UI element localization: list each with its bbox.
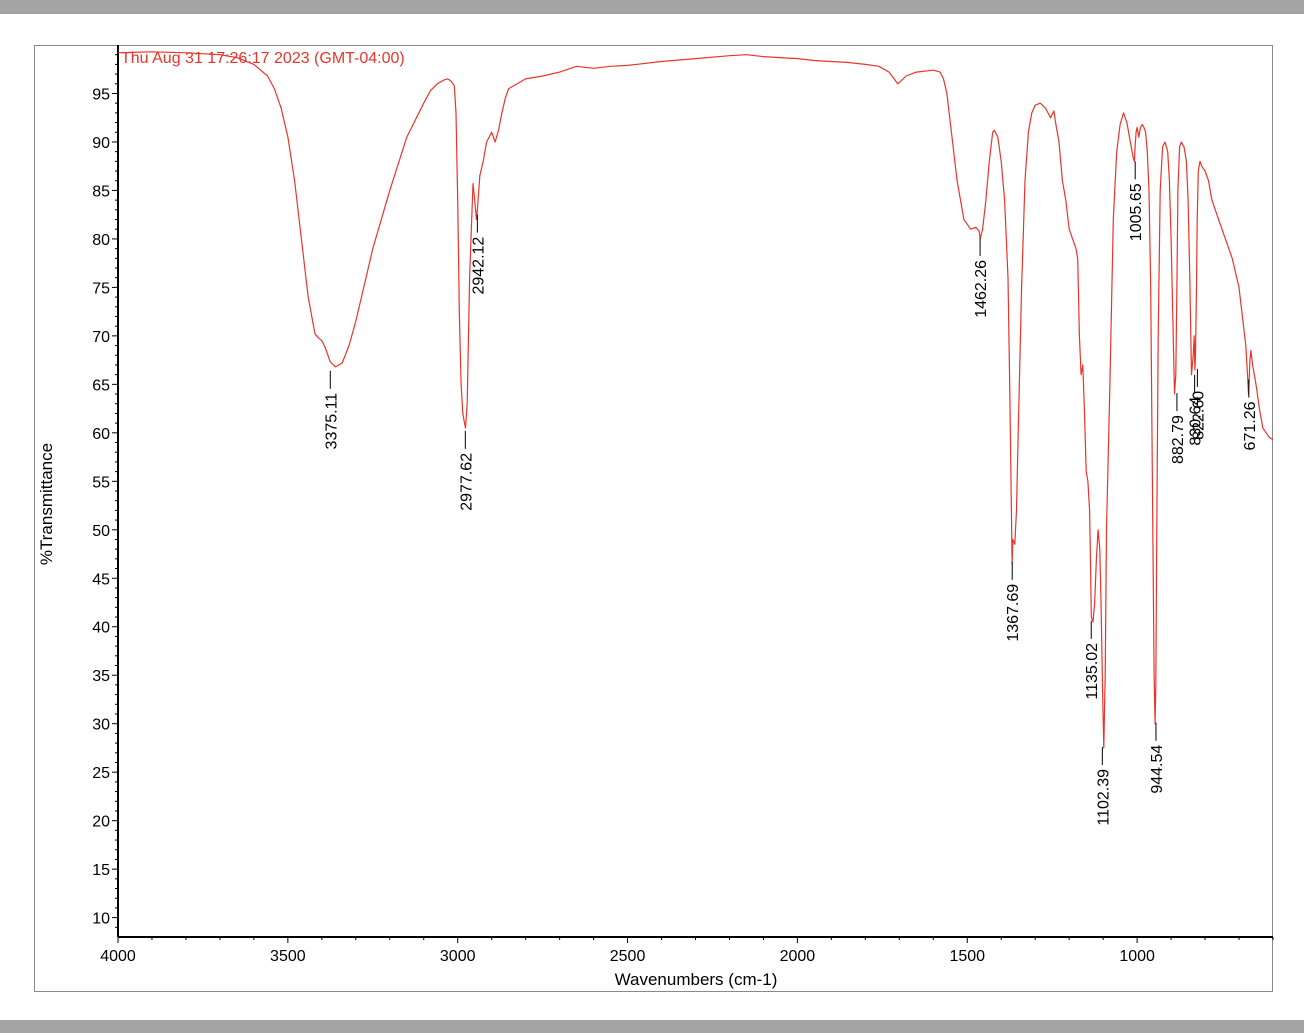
x-tick-label: 3500 [270, 948, 306, 965]
y-tick-label: 80 [92, 232, 110, 249]
y-tick-label: 10 [92, 911, 110, 928]
peak-label: 1462.26 [973, 260, 990, 318]
y-tick-label: 40 [92, 620, 110, 637]
y-tick-label: 65 [92, 377, 110, 394]
peak-label: 1005.65 [1128, 183, 1145, 241]
peak-label: 671.26 [1242, 401, 1259, 450]
y-tick-label: 85 [92, 183, 110, 200]
peak-label: 944.54 [1149, 745, 1166, 794]
x-tick-label: 4000 [100, 948, 136, 965]
x-axis-title: Wavenumbers (cm-1) [615, 970, 778, 989]
y-tick-label: 60 [92, 426, 110, 443]
y-tick-label: 55 [92, 474, 110, 491]
y-tick-label: 20 [92, 814, 110, 831]
x-tick-label: 2500 [610, 948, 646, 965]
ir-spectrum-chart: Thu Aug 31 17:26:17 2023 (GMT-04:00) Wav… [0, 14, 1304, 1020]
x-tick-label: 3000 [440, 948, 476, 965]
peak-label: 1135.02 [1084, 643, 1101, 700]
peak-label: 822.60 [1190, 391, 1207, 440]
y-tick-label: 45 [92, 571, 110, 588]
x-tick-label: 2000 [780, 948, 816, 965]
peak-label: 882.79 [1170, 415, 1187, 464]
y-tick-label: 15 [92, 862, 110, 879]
y-tick-label: 70 [92, 329, 110, 346]
x-tick-label: 1000 [1119, 948, 1155, 965]
axes: 4000 3500 3000 2500 2000 1500 1000 10 15 20 25 30 35… [92, 45, 1273, 965]
y-tick-label: 95 [92, 86, 110, 103]
peak-label: 1367.69 [1005, 584, 1022, 642]
y-tick-label: 30 [92, 717, 110, 734]
peak-label: 2942.12 [470, 237, 487, 295]
y-tick-label: 90 [92, 135, 110, 152]
peak-annotations: 3375.11 2977.62 2942.12 1462.26 1367.69 1135.… [323, 161, 1259, 825]
y-tick-label: 35 [92, 668, 110, 685]
y-axis-title: %Transmittance [37, 443, 56, 565]
peak-label: 3375.11 [323, 393, 340, 450]
x-tick-label: 1500 [949, 948, 985, 965]
spectrum-page: Thu Aug 31 17:26:17 2023 (GMT-04:00) Wav… [0, 14, 1304, 1020]
y-tick-label: 50 [92, 523, 110, 540]
peak-label: 1102.39 [1095, 769, 1112, 826]
y-tick-label: 25 [92, 765, 110, 782]
y-tick-label: 75 [92, 280, 110, 297]
peak-label: 2977.62 [458, 453, 475, 511]
